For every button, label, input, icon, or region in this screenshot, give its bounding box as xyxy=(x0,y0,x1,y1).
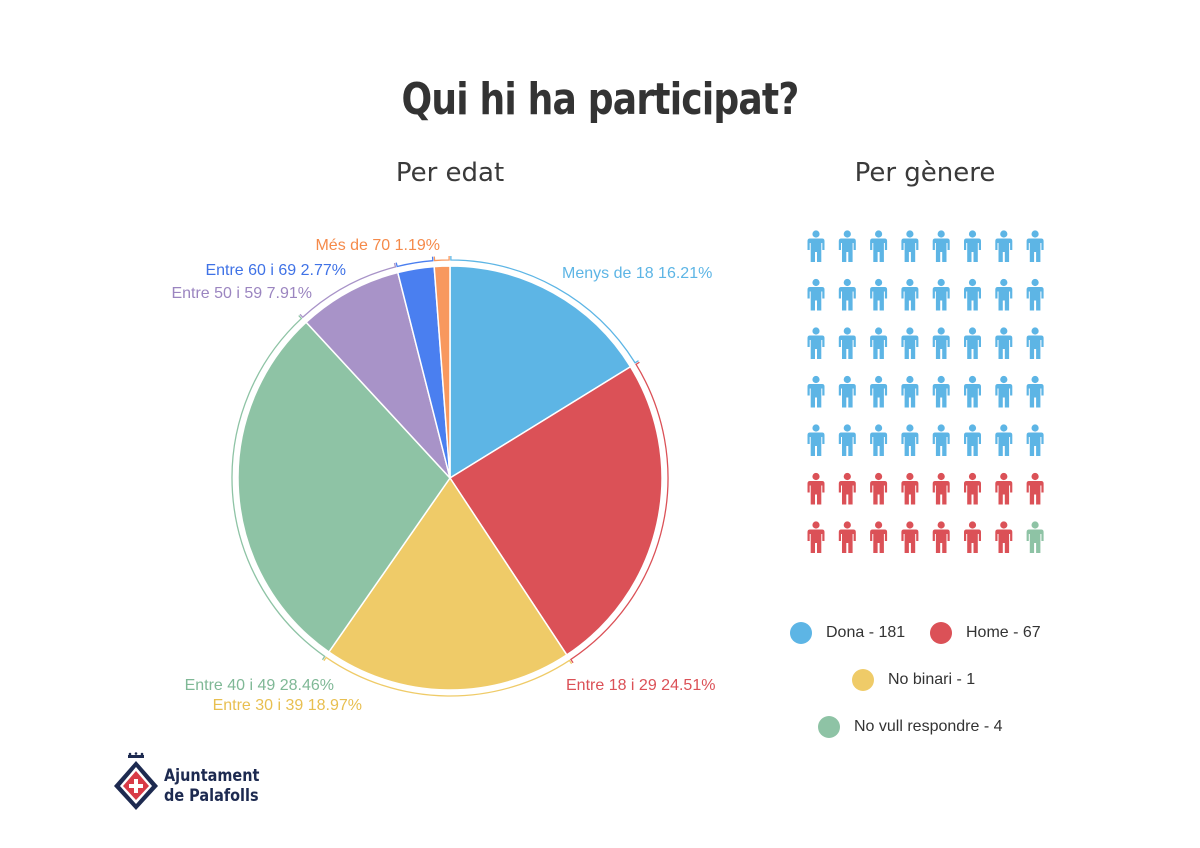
pie-slice-label: Entre 50 i 59 7.91% xyxy=(171,285,312,302)
person-icon xyxy=(807,278,825,311)
legend-dot-dona xyxy=(790,622,812,644)
person-icon xyxy=(870,472,888,505)
person-icon xyxy=(995,472,1013,505)
person-icon xyxy=(964,230,981,262)
palafolls-coat-of-arms-icon xyxy=(114,752,158,810)
person-icon xyxy=(901,375,919,408)
legend-label-home: Home - 67 xyxy=(966,624,1041,641)
person-icon xyxy=(838,472,856,505)
person-icon xyxy=(932,472,950,505)
legend-item-home: Home - 67 xyxy=(930,622,1041,644)
person-icon xyxy=(964,278,981,311)
person-icon xyxy=(838,327,856,359)
pie-slice xyxy=(449,265,632,480)
person-icon xyxy=(901,521,919,553)
legend-label-no-binari: No binari - 1 xyxy=(888,671,976,688)
legend-dot-no-binari xyxy=(852,669,874,691)
person-icon xyxy=(838,230,856,262)
person-icon xyxy=(838,424,856,456)
legend-dot-no-vull-respondre xyxy=(818,716,840,738)
pie-slice-bracket xyxy=(299,262,397,319)
logo-text: Ajuntament de Palafolls xyxy=(164,766,259,806)
person-icon xyxy=(1026,278,1044,311)
pie-slice-label: Entre 40 i 49 28.46% xyxy=(185,677,334,694)
person-icon xyxy=(870,424,888,456)
legend-label-no-vull-respondre: No vull respondre - 4 xyxy=(854,718,1003,735)
legend-item-dona: Dona - 181 xyxy=(790,622,905,644)
person-icon xyxy=(964,424,981,456)
person-icon xyxy=(838,278,856,311)
person-icon xyxy=(995,424,1013,456)
person-icon xyxy=(932,327,950,359)
age-chart-title: Per edat xyxy=(395,158,505,188)
pie-slice-bracket xyxy=(323,656,573,697)
legend-item-no-vull-respondre: No vull respondre - 4 xyxy=(818,716,1003,738)
person-icon xyxy=(1026,230,1044,262)
person-icon xyxy=(807,327,825,359)
person-icon xyxy=(807,472,825,505)
pie-slice-label: Més de 70 1.19% xyxy=(315,237,440,254)
person-icon xyxy=(901,230,919,262)
person-icon xyxy=(964,472,981,505)
pie-slice xyxy=(433,265,451,479)
pie-slice-bracket xyxy=(231,315,326,661)
person-icon xyxy=(1026,375,1044,408)
person-icon xyxy=(964,521,981,553)
person-icon xyxy=(995,375,1013,408)
person-icon xyxy=(1026,424,1044,456)
person-icon xyxy=(870,521,888,553)
person-icon xyxy=(995,278,1013,311)
person-icon xyxy=(995,230,1013,262)
person-icon xyxy=(870,278,888,311)
page-title: Qui hi ha participat? xyxy=(401,74,800,125)
person-icon xyxy=(932,375,950,408)
pie-slice-label: Entre 18 i 29 24.51% xyxy=(566,677,715,694)
pie-slice-bracket xyxy=(450,255,639,364)
pie-slice-label: Entre 30 i 39 18.97% xyxy=(213,697,362,714)
person-icon xyxy=(932,230,950,262)
person-icon xyxy=(932,424,950,456)
person-icon xyxy=(807,521,825,553)
legend-label-dona: Dona - 181 xyxy=(826,624,906,641)
person-icon xyxy=(901,327,919,359)
person-icon xyxy=(1026,327,1044,359)
pie-slice-label: Menys de 18 16.21% xyxy=(562,265,712,282)
person-icon xyxy=(901,278,919,311)
logo-line-1: Ajuntament xyxy=(164,766,260,786)
pie-slice xyxy=(237,321,451,654)
person-icon xyxy=(1026,472,1044,505)
person-icon xyxy=(807,230,825,262)
person-icon xyxy=(807,375,825,408)
legend-dot-home xyxy=(930,622,952,644)
pie-slice xyxy=(448,365,663,656)
person-icon xyxy=(901,472,919,505)
gender-pictogram xyxy=(807,230,1044,553)
logo-line-2: de Palafolls xyxy=(164,786,259,806)
person-icon xyxy=(870,230,888,262)
person-icon xyxy=(901,424,919,456)
person-icon xyxy=(870,375,888,408)
person-icon xyxy=(870,327,888,359)
pie-slice-bracket xyxy=(569,361,669,664)
person-icon xyxy=(807,424,825,456)
legend-item-no-binari: No binari - 1 xyxy=(852,669,975,691)
pie-slice-bracket xyxy=(395,256,434,268)
pie-slice xyxy=(327,476,568,691)
person-icon xyxy=(838,521,856,553)
person-icon xyxy=(838,375,856,408)
person-icon xyxy=(995,521,1013,553)
pie-slice xyxy=(305,271,451,479)
gender-chart-title: Per gènere xyxy=(854,158,996,188)
person-icon xyxy=(932,278,950,311)
person-icon xyxy=(964,375,981,408)
person-icon xyxy=(932,521,950,553)
person-icon xyxy=(995,327,1013,359)
ajuntament-logo: Ajuntament de Palafolls xyxy=(112,752,292,818)
person-icon xyxy=(964,327,981,359)
pie-slice-bracket xyxy=(433,255,450,262)
age-pie-chart: Menys de 18 16.21% Entre 18 i 29 24.51% En… xyxy=(171,237,715,714)
person-icon xyxy=(1026,521,1044,553)
pie-slice-label: Entre 60 i 69 2.77% xyxy=(205,262,346,279)
